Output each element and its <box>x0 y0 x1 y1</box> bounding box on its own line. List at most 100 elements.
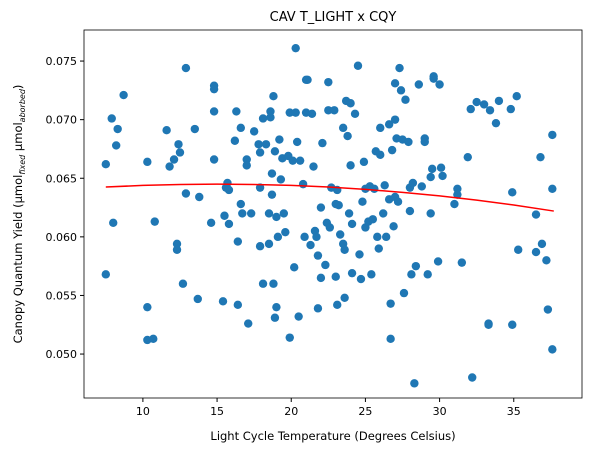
y-axis-label: Canopy Quantum Yield (μmolfixed μmolabor… <box>11 85 27 344</box>
point <box>261 140 271 149</box>
point <box>266 113 275 122</box>
point <box>548 130 557 140</box>
point <box>181 63 191 73</box>
point <box>395 63 404 73</box>
point <box>223 178 232 188</box>
point <box>272 302 281 312</box>
point <box>272 212 281 222</box>
point <box>150 217 159 226</box>
point <box>306 240 315 250</box>
point <box>172 239 182 249</box>
x-axis-label: Light Cycle Temperature (Degrees Celsius… <box>210 429 455 443</box>
point <box>258 279 268 288</box>
point <box>537 239 547 249</box>
point <box>358 197 367 206</box>
point <box>295 156 305 165</box>
point <box>190 124 200 134</box>
point <box>119 90 128 100</box>
point <box>344 209 354 218</box>
point <box>463 152 472 162</box>
point <box>436 163 446 172</box>
point <box>300 232 309 242</box>
point <box>472 97 481 107</box>
point <box>255 242 265 251</box>
point <box>379 209 388 218</box>
point <box>506 104 515 114</box>
point <box>249 127 259 136</box>
point <box>414 80 424 89</box>
point <box>368 215 378 224</box>
point <box>408 178 418 188</box>
point <box>143 157 152 167</box>
point <box>209 155 219 164</box>
point <box>224 219 234 229</box>
point <box>346 99 355 108</box>
point <box>255 183 265 192</box>
point <box>494 96 504 106</box>
point <box>485 106 495 115</box>
y-label-part: Canopy Quantum Yield (μmol <box>11 175 25 344</box>
point <box>453 184 462 194</box>
point <box>224 185 234 195</box>
point <box>270 313 280 322</box>
point <box>324 106 333 115</box>
point <box>404 137 413 147</box>
point <box>279 209 289 218</box>
point <box>206 218 216 227</box>
point <box>291 43 300 53</box>
point <box>276 175 286 184</box>
point <box>101 159 111 169</box>
point <box>347 219 357 229</box>
point <box>334 201 343 210</box>
point <box>386 299 395 308</box>
point <box>281 227 290 237</box>
x-tick-label: 25 <box>358 405 372 418</box>
point <box>169 155 179 164</box>
point <box>340 293 349 302</box>
point <box>109 218 118 227</box>
point <box>350 109 360 118</box>
point <box>548 184 557 194</box>
y-label-part: ) <box>11 85 25 90</box>
point <box>512 92 521 101</box>
point <box>370 184 379 194</box>
point <box>376 150 385 160</box>
point <box>254 140 263 149</box>
point <box>193 294 202 304</box>
point <box>420 137 429 147</box>
point <box>330 106 339 115</box>
point <box>174 140 183 149</box>
point <box>542 256 551 265</box>
y-tick-label: 0.050 <box>46 348 78 361</box>
point <box>270 147 280 156</box>
point <box>435 80 444 89</box>
point <box>356 274 366 284</box>
point <box>246 209 256 218</box>
x-tick-label: 10 <box>136 405 150 418</box>
y-label-sub: fixed <box>18 154 27 175</box>
point <box>417 182 426 191</box>
point <box>380 181 389 190</box>
point <box>374 244 383 253</box>
point <box>321 260 330 270</box>
point <box>491 118 501 128</box>
y-tick-label: 0.075 <box>46 55 78 68</box>
x-tick-label: 20 <box>284 405 298 418</box>
point <box>275 135 284 144</box>
point <box>313 304 323 313</box>
point <box>267 169 277 178</box>
point <box>390 79 400 88</box>
chart-title: CAV T_LIGHT x CQY <box>270 10 397 25</box>
point <box>313 251 323 260</box>
point <box>353 61 363 70</box>
point <box>162 126 171 135</box>
point <box>423 270 432 279</box>
point <box>340 245 349 254</box>
point <box>531 247 541 257</box>
y-label-part: μmol <box>11 122 25 154</box>
point <box>453 190 462 199</box>
point <box>433 257 443 266</box>
point <box>267 190 277 199</box>
point <box>291 108 300 117</box>
point <box>427 164 437 174</box>
